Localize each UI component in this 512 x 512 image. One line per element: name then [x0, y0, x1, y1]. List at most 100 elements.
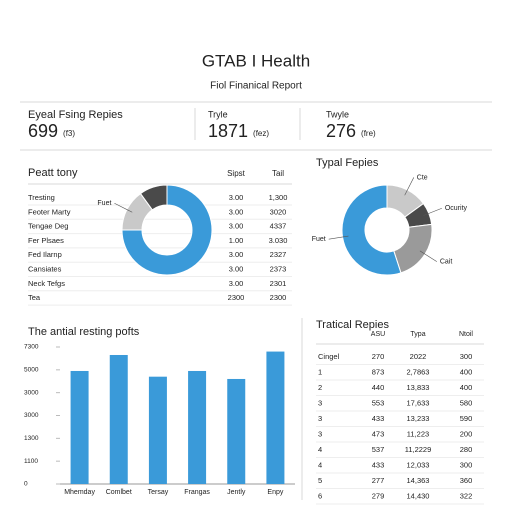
- y-tick-label: 1100: [24, 458, 38, 465]
- row-label: Fer Plsaes: [28, 236, 64, 245]
- donut-segment: [341, 184, 402, 276]
- table-cell: 4337: [270, 222, 287, 231]
- row-label: Tea: [28, 293, 41, 302]
- donut-segment: [121, 184, 213, 276]
- x-tick-label: Enpy: [267, 489, 283, 496]
- table-cell: 2301: [270, 279, 287, 288]
- row-label: Fed Ilarnp: [28, 250, 62, 259]
- row-label: 3: [318, 398, 322, 407]
- table-cell: 3.00: [229, 250, 244, 259]
- y-tick-label: 5000: [24, 367, 39, 374]
- kpi-value: 1871: [208, 121, 248, 141]
- segment-label: Cte: [417, 174, 428, 181]
- table-cell: 440: [372, 383, 385, 392]
- table-cell: 270: [372, 352, 385, 361]
- table-cell: 2300: [270, 293, 287, 302]
- row-label: 4: [318, 445, 322, 454]
- bar: [70, 370, 89, 484]
- table-cell: 3.00: [229, 222, 244, 231]
- table-cell: 200: [460, 429, 473, 438]
- row-label: Feoter Marty: [28, 207, 71, 216]
- table-cell: 3.030: [269, 236, 288, 245]
- bar: [266, 351, 285, 484]
- bar: [227, 378, 246, 484]
- leader-line: [404, 177, 415, 196]
- table-cell: 537: [372, 445, 385, 454]
- table-cell: 14,430: [407, 491, 430, 500]
- column-header: Typa: [410, 331, 425, 338]
- table-cell: 360: [460, 476, 473, 485]
- kpi-label: Eyeal Fsing Repies: [28, 109, 123, 121]
- column-header: ASU: [371, 331, 385, 338]
- table-cell: 3020: [270, 207, 287, 216]
- y-tick-label: 1300: [24, 435, 39, 442]
- table-cell: 300: [460, 460, 473, 469]
- table-cell: 300: [460, 352, 473, 361]
- segment-label: Fuet: [312, 236, 326, 243]
- x-tick-label: Frangas: [184, 489, 210, 496]
- leader-line: [114, 202, 133, 213]
- table-cell: 17,633: [407, 398, 430, 407]
- row-label: 6: [318, 491, 322, 500]
- leader-line: [419, 250, 437, 262]
- table-cell: 277: [372, 476, 385, 485]
- y-tick-label: 7300: [24, 344, 39, 351]
- kpi-unit: (fre): [361, 129, 376, 138]
- table-cell: 2300: [228, 293, 245, 302]
- table-cell: 3.00: [229, 207, 244, 216]
- segment-label: Fuet: [97, 200, 111, 207]
- leader-line: [423, 208, 442, 216]
- kpi-unit: (f3): [63, 129, 75, 138]
- row-label: Tengae Deg: [28, 222, 68, 231]
- table-cell: 580: [460, 398, 473, 407]
- table-cell: 400: [460, 383, 473, 392]
- kpi-value: 276: [326, 121, 356, 141]
- x-tick-label: Mhemday: [64, 489, 95, 496]
- table-cell: 553: [372, 398, 385, 407]
- row-label: 1: [318, 367, 322, 376]
- kpi-label: Twyle: [326, 109, 349, 119]
- column-header: Sipst: [227, 169, 246, 178]
- segment-label: Cait: [440, 258, 453, 265]
- column-header: Ntoil: [459, 331, 473, 338]
- row-label: Tresting: [28, 193, 55, 202]
- table-cell: 1,300: [269, 193, 288, 202]
- row-label: 2: [318, 383, 322, 392]
- table-cell: 433: [372, 460, 385, 469]
- table-cell: 322: [460, 491, 473, 500]
- chart-title: The antial resting pofts: [28, 326, 140, 338]
- table-cell: 2373: [270, 264, 287, 273]
- table-cell: 3.00: [229, 193, 244, 202]
- bar: [188, 370, 207, 484]
- kpi-value: 699: [28, 121, 58, 141]
- table-cell: 590: [460, 414, 473, 423]
- chart-title: Typal Fepies: [316, 157, 379, 169]
- page-title: GTAB I Health: [202, 51, 310, 70]
- table-cell: 433: [372, 414, 385, 423]
- x-tick-label: Tersay: [148, 489, 169, 496]
- column-header: Tail: [272, 169, 284, 178]
- table-cell: 13,233: [407, 414, 430, 423]
- page-subtitle: Fiol Finanical Report: [210, 81, 302, 92]
- row-label: Neck Tefgs: [28, 279, 65, 288]
- x-tick-label: Jently: [227, 489, 246, 496]
- table-cell: 3.00: [229, 279, 244, 288]
- leader-line: [328, 235, 349, 240]
- table-cell: 280: [460, 445, 473, 454]
- row-label: Cansiates: [28, 264, 62, 273]
- table-cell: 2,7863: [407, 367, 430, 376]
- table-cell: 3.00: [229, 264, 244, 273]
- table-cell: 11,2229: [405, 445, 432, 454]
- y-tick-label: 3000: [24, 412, 39, 419]
- table-cell: 873: [372, 367, 385, 376]
- kpi-label: Tryle: [208, 109, 228, 119]
- table-cell: 12,033: [407, 460, 430, 469]
- row-label: 3: [318, 414, 322, 423]
- row-label: Cingel: [318, 352, 340, 361]
- row-label: 4: [318, 460, 322, 469]
- y-tick-label: 0: [24, 481, 28, 488]
- row-label: 3: [318, 429, 322, 438]
- donut-segment: [139, 184, 168, 211]
- table-cell: 11,223: [407, 429, 429, 438]
